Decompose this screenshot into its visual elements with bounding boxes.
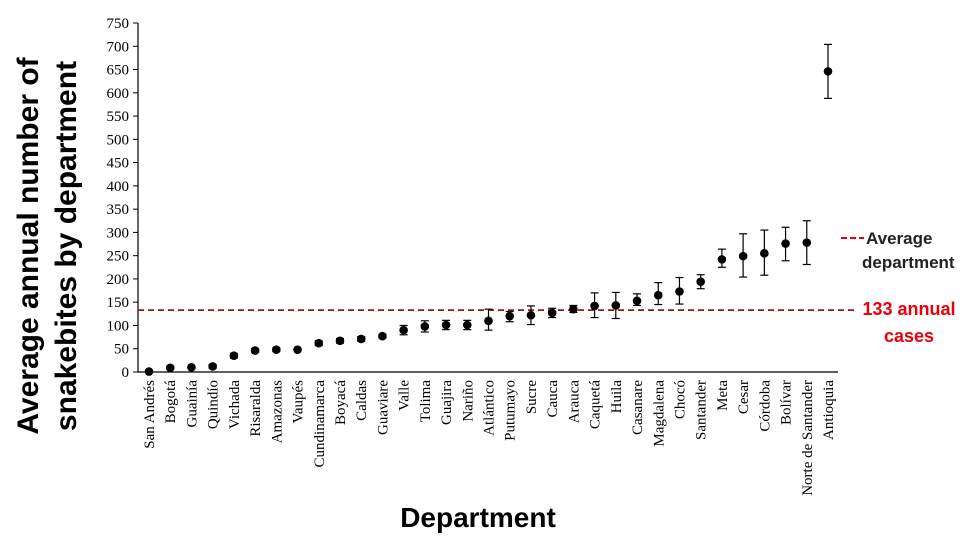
reference-annotation-line-1: 133 annual <box>862 299 955 319</box>
x-tick-label: Córdoba <box>757 380 773 432</box>
x-tick-label: Tolima <box>418 380 434 423</box>
data-point <box>462 320 472 330</box>
x-tick-label: Santander <box>694 380 710 440</box>
data-point <box>675 287 684 296</box>
x-tick-label: San Andrés <box>142 380 158 449</box>
x-tick-label: Bolívar <box>779 380 795 425</box>
x-tick-label: Atlántico <box>482 380 498 436</box>
x-tick-label: Casanare <box>630 380 646 435</box>
data-point <box>760 249 769 258</box>
x-tick-label: Cesar <box>736 380 752 414</box>
y-tick-label: 300 <box>107 225 130 241</box>
y-tick-label: 650 <box>107 63 130 79</box>
y-tick-label: 400 <box>107 179 130 195</box>
data-point <box>547 308 557 318</box>
y-tick-label: 100 <box>107 318 130 334</box>
data-point <box>208 362 217 371</box>
x-tick-label: Bogotá <box>163 380 179 424</box>
y-ticks: 0 50 100 150 200 250 300 350 400 450 500 550 600 650 7… <box>107 16 138 381</box>
data-point <box>144 367 154 376</box>
data-point <box>335 336 345 346</box>
x-tick-label: Vichada <box>227 380 243 429</box>
x-tick-label: Nariño <box>460 380 476 422</box>
x-tick-label: Arauca <box>566 380 582 424</box>
data-point <box>272 345 281 354</box>
x-tick-label: Antioquia <box>821 380 837 440</box>
x-tick-label: Vaupés <box>291 380 307 423</box>
data-point <box>632 296 642 306</box>
data-point <box>505 311 515 321</box>
y-tick-label: 500 <box>107 132 130 148</box>
y-tick-label: 700 <box>107 39 130 55</box>
data-point <box>378 331 387 341</box>
data-point <box>187 363 196 372</box>
x-tick-label: Putumayo <box>503 380 519 441</box>
data-point <box>590 301 599 311</box>
x-tick-label: Guaviare <box>375 380 391 435</box>
data-point <box>484 316 493 326</box>
y-tick-label: 600 <box>107 86 130 102</box>
data-point <box>781 239 790 248</box>
data-point <box>293 345 302 354</box>
data-point <box>569 304 578 314</box>
y-axis-title-line-1: Average annual number of <box>12 56 45 434</box>
y-axis-title-line-2: snakebites by department <box>50 61 83 431</box>
data-point <box>420 322 430 331</box>
x-tick-label: Huila <box>609 380 625 414</box>
x-tick-label: Cundinamarca <box>312 380 328 468</box>
x-tick-label: Guainía <box>184 380 200 428</box>
data-point <box>165 363 175 373</box>
x-tick-label: Valle <box>397 380 413 411</box>
y-tick-label: 0 <box>122 365 130 381</box>
y-tick-label: 200 <box>107 272 130 288</box>
data-point <box>399 325 408 335</box>
y-tick-label: 50 <box>114 342 129 358</box>
legend-label-line-2: department <box>862 253 955 272</box>
y-tick-label: 250 <box>107 249 130 265</box>
data-point <box>356 334 366 344</box>
data-point <box>314 338 324 348</box>
data-point <box>738 251 748 261</box>
y-tick-label: 350 <box>107 202 130 218</box>
x-tick-label: Magdalena <box>651 380 667 447</box>
data-point <box>611 301 621 310</box>
data-point <box>250 346 260 355</box>
x-tick-label: Risaralda <box>248 380 264 437</box>
legend-label-line-1: Average <box>866 229 932 248</box>
x-tick-label: Amazonas <box>269 380 285 443</box>
x-tick-label: Norte de Santander <box>800 380 816 496</box>
x-tick-label: Cauca <box>545 380 561 418</box>
data-marks <box>144 43 833 376</box>
x-tick-label: Guajira <box>439 380 455 425</box>
x-tick-label: Meta <box>715 380 731 411</box>
y-tick-label: 750 <box>107 16 130 32</box>
data-point <box>441 320 451 330</box>
x-tick-label: Chocó <box>672 380 688 419</box>
y-tick-label: 450 <box>107 156 130 172</box>
data-point <box>696 277 705 287</box>
x-tick-label: Sucre <box>524 380 540 414</box>
y-tick-label: 550 <box>107 109 130 125</box>
data-point <box>526 310 536 320</box>
x-tick-label: Boyacá <box>333 380 349 425</box>
data-point <box>229 351 239 361</box>
x-tick-label: Quindío <box>206 380 222 429</box>
y-tick-label: 150 <box>107 295 130 311</box>
x-tick-label: Caldas <box>354 380 370 421</box>
data-point <box>802 238 812 247</box>
x-ticks: San Andrés Bogotá Guainía Quindío Vichada Ris… <box>142 380 837 496</box>
data-point <box>823 67 833 76</box>
x-tick-label: Caquetá <box>588 380 604 429</box>
data-point <box>717 255 727 264</box>
reference-annotation-line-2: cases <box>884 326 934 346</box>
data-point <box>653 290 663 300</box>
x-axis-title: Department <box>400 502 556 533</box>
